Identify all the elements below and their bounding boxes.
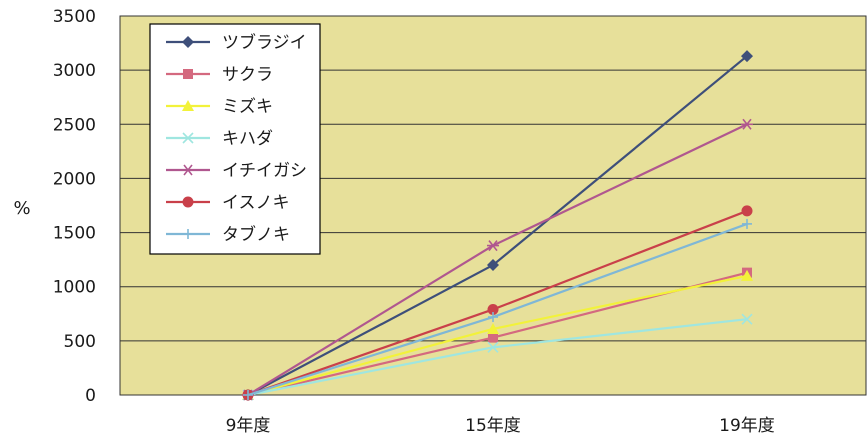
legend-label: イスノキ — [222, 193, 290, 213]
data-point — [488, 332, 498, 343]
x-tick-label: 19年度 — [719, 416, 775, 436]
legend-label: ツブラジイ — [222, 32, 307, 53]
y-tick-label: 1000 — [53, 278, 96, 298]
data-point — [741, 205, 753, 217]
data-point — [741, 50, 753, 63]
legend-marker — [183, 69, 193, 79]
legend-marker — [182, 100, 194, 111]
legend-label: ミズキ — [222, 97, 273, 117]
data-point — [741, 269, 753, 281]
legend-entry: ミズキ — [166, 97, 273, 117]
data-point — [487, 303, 499, 315]
series-6 — [242, 205, 753, 401]
data-point — [487, 240, 499, 252]
x-tick-label: 15年度 — [465, 416, 521, 436]
legend-marker — [182, 164, 194, 176]
y-axis-ticks: 0 500 1000 1500 2000 2500 3000 3500 — [53, 7, 96, 406]
series-lines — [242, 50, 753, 401]
series-7 — [243, 218, 752, 400]
data-point — [741, 118, 753, 130]
y-tick-label: 2500 — [53, 115, 96, 135]
y-tick-label: 3500 — [53, 7, 96, 27]
legend-marker — [183, 229, 193, 239]
legend-marker — [182, 196, 194, 208]
legend-label: タブノキ — [222, 224, 290, 245]
legend-entry: タブノキ — [166, 224, 290, 245]
data-point — [742, 218, 752, 229]
legend-entry: ツブラジイ — [166, 32, 307, 53]
legend-entry: イチイガシ — [166, 161, 307, 181]
legend-label: イチイガシ — [222, 161, 307, 181]
legend-entry: サクラ — [166, 65, 273, 85]
legend-entry: キハダ — [166, 129, 273, 149]
data-point — [487, 259, 499, 272]
x-tick-label: 9年度 — [226, 416, 271, 436]
y-tick-label: 2000 — [53, 169, 96, 189]
y-tick-label: 0 — [85, 386, 96, 406]
data-point — [487, 322, 499, 334]
legend-entry: イスノキ — [166, 193, 290, 213]
y-tick-label: 3000 — [53, 61, 96, 81]
y-tick-label: 500 — [64, 332, 96, 352]
legend-label: キハダ — [222, 129, 273, 149]
y-tick-label: 1500 — [53, 224, 96, 244]
x-axis-ticks: 9年度 15年度 19年度 — [226, 416, 775, 436]
data-point — [741, 313, 753, 325]
data-point — [243, 390, 253, 400]
legend-marker — [182, 36, 194, 48]
data-point — [487, 341, 499, 353]
legend-marker — [182, 132, 194, 144]
data-point — [488, 312, 498, 323]
legend-label: サクラ — [222, 65, 273, 85]
y-axis-title: % — [13, 198, 30, 219]
